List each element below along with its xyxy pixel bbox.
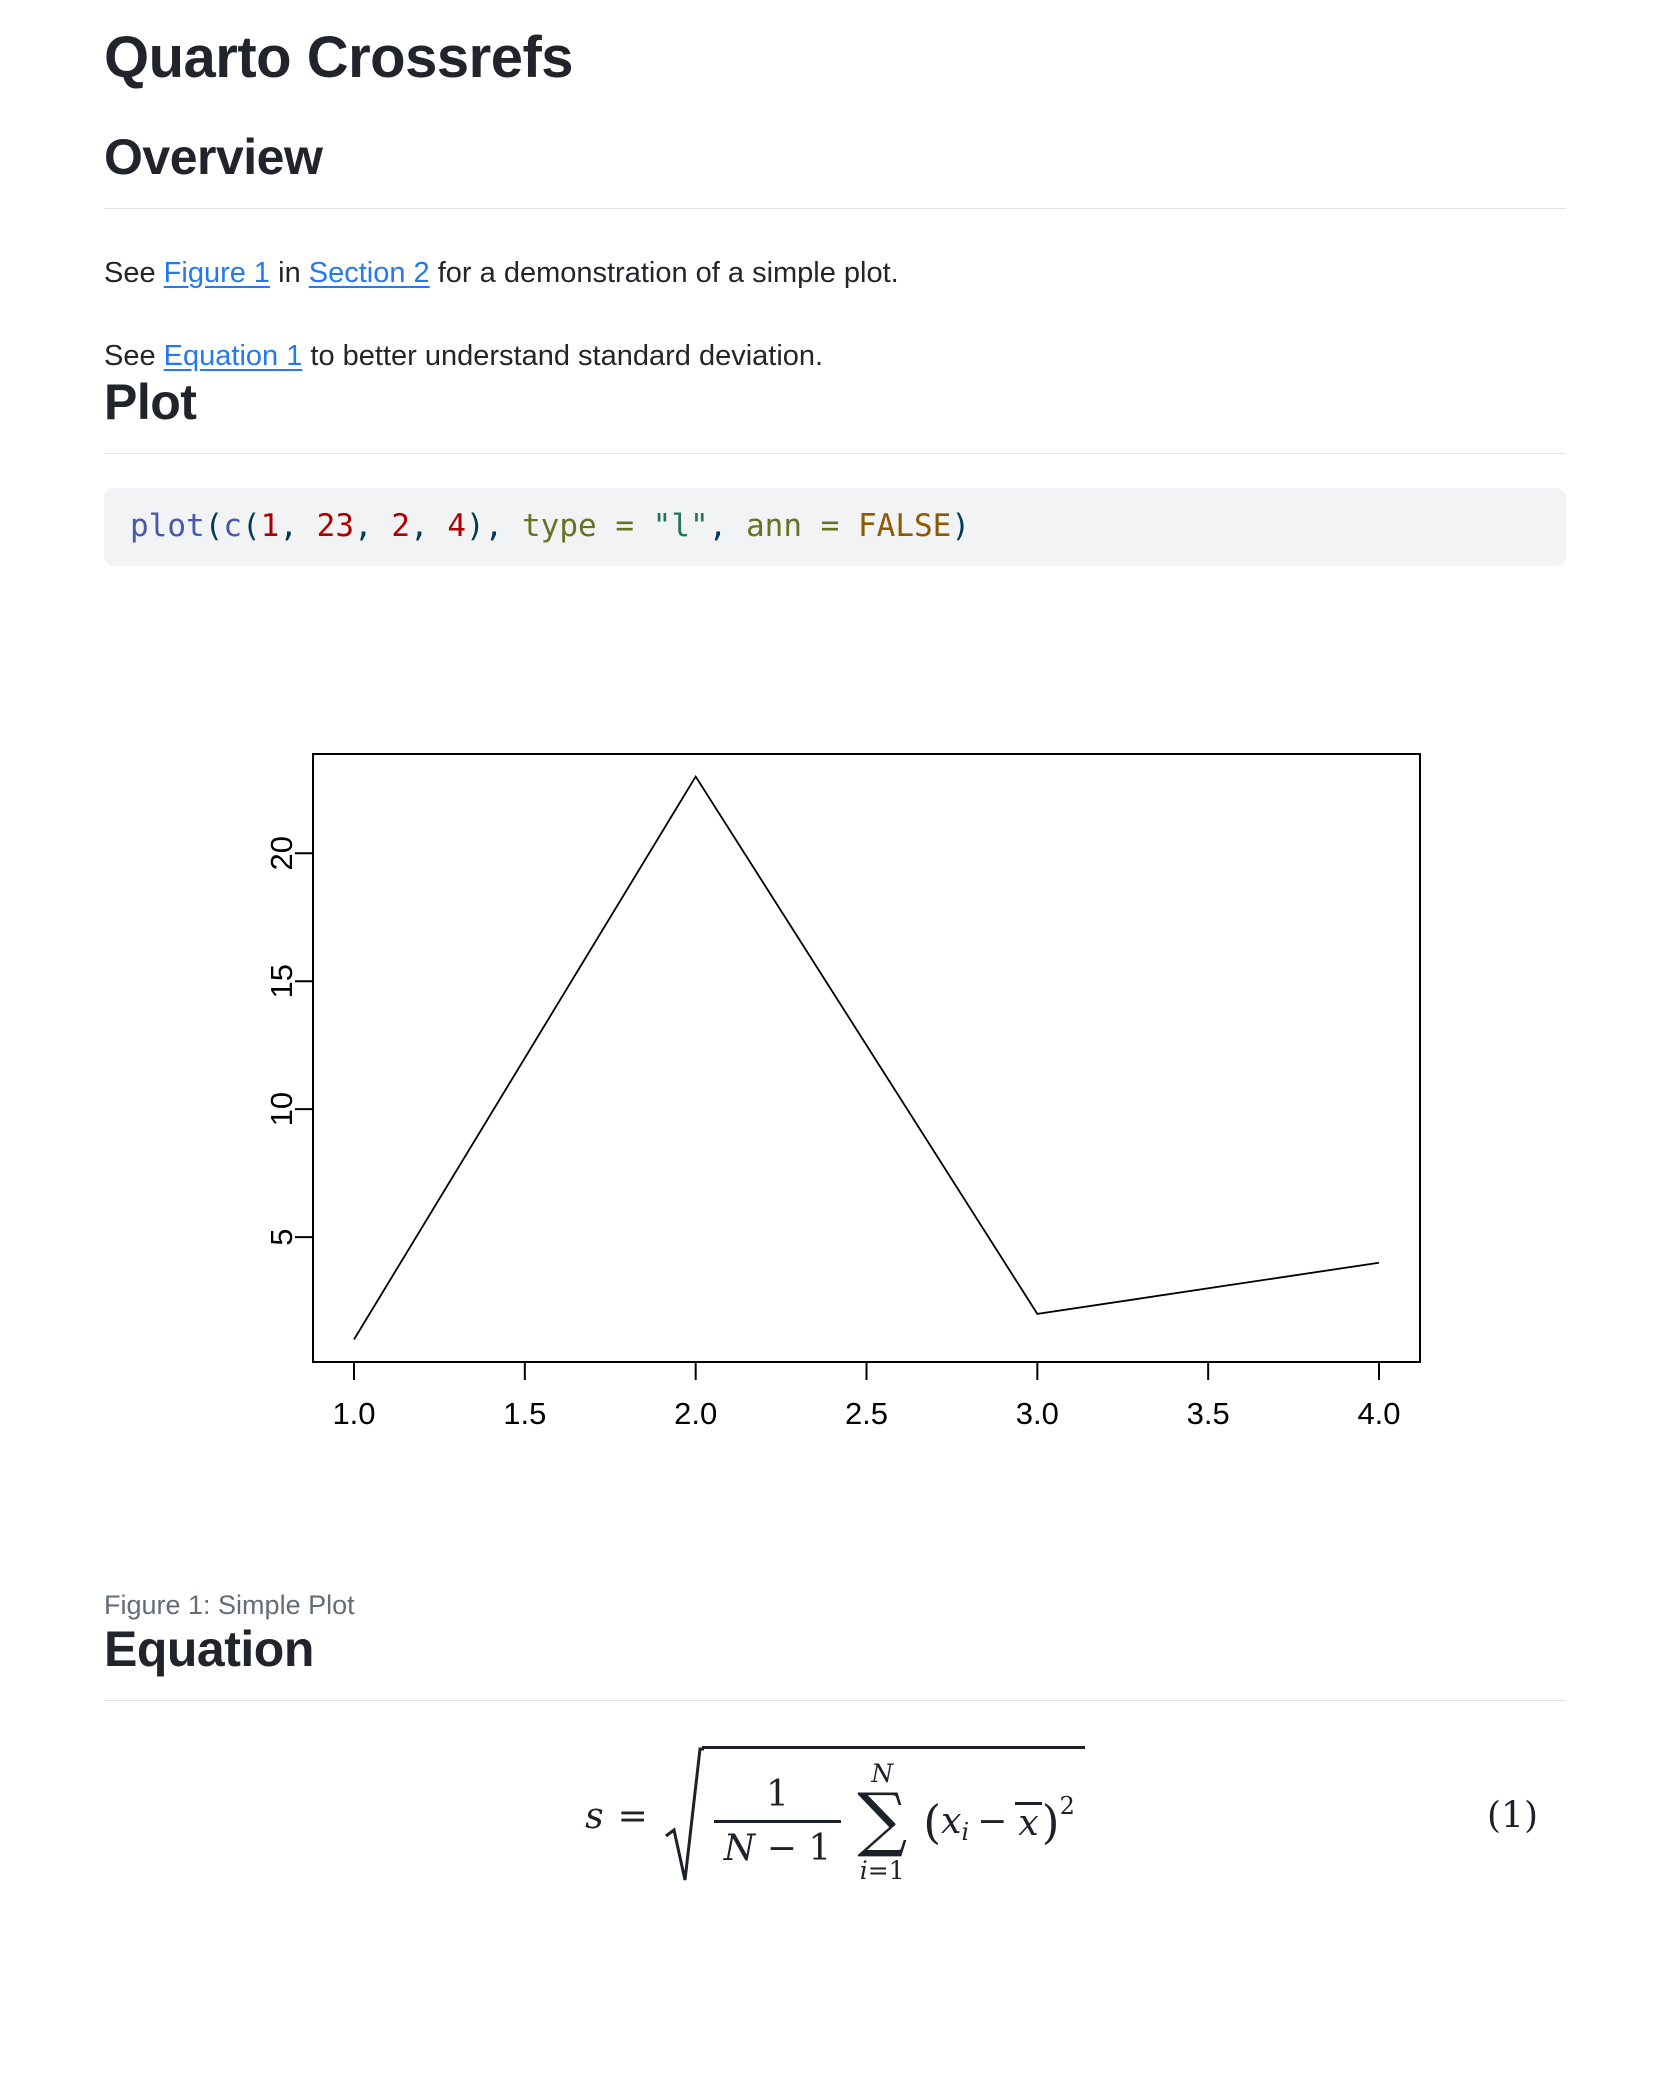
math-sub-i: i xyxy=(961,1817,970,1846)
math-den-rest: − 1 xyxy=(755,1828,832,1870)
text-run: for a demonstration of a simple plot. xyxy=(429,257,899,290)
equation-lhs: s = xyxy=(585,1796,648,1837)
x-tick-label: 1.5 xyxy=(503,1396,546,1431)
math-var-i: i xyxy=(859,1855,868,1885)
math-sqrt: 1 N − 1 N ∑ i=1 ( x i − x ) xyxy=(664,1746,1085,1886)
section-heading-overview: Overview xyxy=(104,129,1566,210)
y-tick-label-group: 5 xyxy=(264,1228,299,1245)
code-token: ) xyxy=(466,508,485,545)
text-run: to better understand standard deviation. xyxy=(302,339,824,372)
code-token: c xyxy=(223,508,242,545)
math-radicand: 1 N − 1 N ∑ i=1 ( x i − x ) xyxy=(701,1746,1085,1883)
code-token: , xyxy=(279,508,317,545)
radical-sign-icon xyxy=(664,1747,704,1881)
text-run: See xyxy=(104,339,164,372)
code-token: , xyxy=(354,508,392,545)
code-token xyxy=(597,508,616,544)
summation-lower-limit: i=1 xyxy=(860,1858,905,1883)
y-tick-label-group: 15 xyxy=(264,964,299,998)
math-expression: ( x i − x ) 2 xyxy=(923,1792,1075,1849)
y-tick-label: 10 xyxy=(264,1092,299,1126)
crossref-link-equation-1[interactable]: Equation 1 xyxy=(163,339,303,372)
text-run: in xyxy=(270,257,309,290)
fraction-denominator: N − 1 xyxy=(713,1820,842,1870)
overview-paragraph-2: See Equation 1 to better understand stan… xyxy=(104,338,1566,374)
code-token: 1 xyxy=(260,508,280,545)
math-sup-2: 2 xyxy=(1059,1791,1075,1820)
y-tick-label-group: 20 xyxy=(264,836,299,870)
text-run: See xyxy=(104,257,164,290)
x-tick-label: 4.0 xyxy=(1357,1396,1400,1431)
code-token: "l" xyxy=(652,508,709,545)
code-token: ) xyxy=(951,508,971,545)
code-token: 2 xyxy=(391,508,410,545)
section-heading-plot: Plot xyxy=(104,374,1566,455)
code-token: 23 xyxy=(316,508,354,545)
math-var-s: s xyxy=(585,1795,604,1837)
code-line: plot(c(1, 23, 2, 4), type = "l", ann = F… xyxy=(130,508,1540,545)
code-token xyxy=(839,508,858,544)
sigma-icon: ∑ xyxy=(857,1778,908,1861)
section-overview: Overview See Figure 1 in Section 2 for a… xyxy=(104,129,1566,374)
code-token: = xyxy=(615,508,634,545)
x-tick-label: 3.5 xyxy=(1187,1396,1230,1431)
code-token: ( xyxy=(242,508,261,545)
open-paren: ( xyxy=(923,1794,942,1849)
math-var-N: N xyxy=(723,1828,756,1870)
figure-caption: Figure 1: Simple Plot xyxy=(104,1589,355,1620)
section-equation: Equation s = 1 N − 1 N ∑ xyxy=(104,1621,1566,1892)
math-equals: = xyxy=(617,1795,648,1837)
minus-sign: − xyxy=(977,1801,1008,1843)
code-block: plot(c(1, 23, 2, 4), type = "l", ann = F… xyxy=(104,488,1566,566)
y-tick-label-group: 10 xyxy=(264,1092,299,1126)
code-token: plot xyxy=(130,508,205,545)
page-title: Quarto Crossrefs xyxy=(104,25,574,90)
math-xbar: x xyxy=(1015,1801,1042,1842)
y-tick-label: 15 xyxy=(264,964,299,998)
code-token: FALSE xyxy=(858,508,952,545)
crossref-link-section-2[interactable]: Section 2 xyxy=(308,257,430,290)
x-tick-label: 3.0 xyxy=(1016,1396,1059,1431)
data-line xyxy=(353,774,1380,1340)
code-token: type xyxy=(522,508,597,545)
summation-upper-limit: N xyxy=(871,1759,894,1789)
x-tick-label: 2.0 xyxy=(674,1396,717,1431)
y-tick-label: 20 xyxy=(264,836,299,870)
math-summation: N ∑ i=1 xyxy=(857,1761,907,1883)
code-token: , xyxy=(484,508,522,545)
code-token: = xyxy=(820,508,840,545)
close-paren: ) xyxy=(1041,1794,1060,1849)
overview-paragraph-1: See Figure 1 in Section 2 for a demonstr… xyxy=(104,255,1566,291)
crossref-link-figure-1[interactable]: Figure 1 xyxy=(163,257,271,290)
math-var-x: x xyxy=(941,1801,962,1843)
math-fraction: 1 N − 1 xyxy=(713,1773,842,1870)
equation-block: s = 1 N − 1 N ∑ i=1 xyxy=(104,1741,1566,1891)
x-tick-label: 2.5 xyxy=(845,1396,888,1431)
code-token xyxy=(634,508,653,544)
code-token: 4 xyxy=(447,508,466,545)
code-token: ( xyxy=(204,508,224,545)
code-token: , xyxy=(410,508,448,545)
y-tick-label: 5 xyxy=(264,1228,299,1245)
code-token xyxy=(802,508,821,544)
document-page: Quarto Crossrefs Overview See Figure 1 i… xyxy=(104,25,1566,1892)
fraction-numerator: 1 xyxy=(766,1774,789,1816)
code-token: , xyxy=(708,508,746,545)
code-token: ann xyxy=(746,508,802,545)
section-plot: Plot plot(c(1, 23, 2, 4), type = "l", an… xyxy=(104,374,1566,1621)
plot-frame xyxy=(312,752,1421,1363)
section-heading-equation: Equation xyxy=(104,1621,1566,1702)
x-tick-label: 1.0 xyxy=(332,1396,375,1431)
figure-plot-svg: 1.0 1.5 2.0 2.5 3.0 3.5 4.0 5 10 15 20 xyxy=(264,752,1421,1431)
equation-number: (1) xyxy=(1487,1795,1538,1837)
math-lower-rest: =1 xyxy=(867,1855,905,1885)
figure-simple-plot: 1.0 1.5 2.0 2.5 3.0 3.5 4.0 5 10 15 20 Figure 1: S… xyxy=(104,614,1566,1621)
